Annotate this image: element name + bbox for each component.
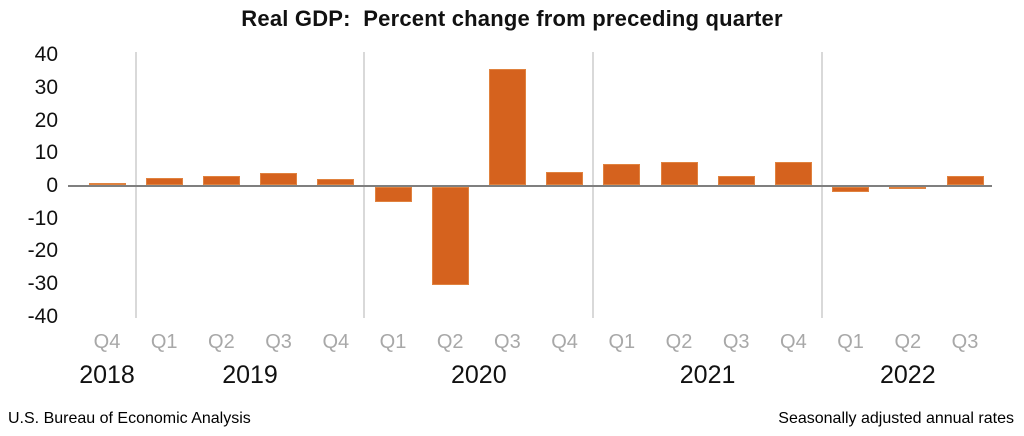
chart-title: Real GDP: Percent change from preceding … (241, 6, 783, 31)
bar-Q4-value-7 (774, 162, 812, 185)
quarter-label-Q4: Q4 (93, 331, 121, 353)
y-tick-label--30: -30 (27, 272, 58, 296)
quarter-label-Q1: Q1 (150, 331, 178, 353)
bar-Q2-value-2.7 (202, 176, 240, 185)
quarter-label-Q2: Q2 (436, 331, 464, 353)
year-label-2020: 2020 (450, 361, 507, 389)
quarter-label-Q1: Q1 (379, 331, 407, 353)
quarter-label-Q1: Q1 (608, 331, 636, 353)
year-label-2021: 2021 (679, 361, 736, 389)
quarter-label-Q4: Q4 (322, 331, 350, 353)
quarter-label-Q2: Q2 (208, 331, 235, 353)
y-tick-label--20: -20 (27, 239, 58, 263)
quarter-label-Q3: Q3 (722, 331, 750, 353)
y-tick-label-20: 20 (34, 108, 58, 132)
quarter-label-Q4: Q4 (551, 331, 578, 353)
bar-Q2-value--0.6 (889, 187, 927, 189)
zero-axis-line (68, 185, 992, 187)
bar-Q3-value-2.7 (717, 176, 755, 185)
y-tick-label--40: -40 (27, 304, 58, 328)
quarter-label-Q3: Q3 (265, 331, 292, 353)
bar-Q1-value--1.6 (832, 187, 870, 193)
bar-Q1-value--4.6 (374, 187, 412, 203)
bar-Q1-value-2.2 (145, 177, 183, 185)
y-tick-label-30: 30 (34, 75, 58, 99)
bar-Q3-value-2.6 (946, 176, 984, 185)
bar-Q4-value-3.9 (546, 172, 584, 185)
quarter-label-Q1: Q1 (837, 331, 864, 353)
y-tick-label--10: -10 (27, 206, 58, 230)
bar-Q2-value-7 (660, 162, 698, 185)
bar-Q4-value-1.8 (317, 179, 355, 185)
adjustment-note: Seasonally adjusted annual rates (778, 410, 1014, 427)
quarter-label-Q4: Q4 (780, 331, 807, 353)
year-label-2019: 2019 (222, 361, 278, 389)
quarter-label-Q2: Q2 (665, 331, 693, 353)
y-tick-label-10: 10 (34, 141, 58, 165)
y-tick-label-40: 40 (34, 43, 58, 67)
bar-Q2-value--29.9 (431, 187, 469, 285)
bar-Q4-value-0.7 (88, 182, 126, 185)
source-attribution: U.S. Bureau of Economic Analysis (8, 410, 251, 427)
year-label-2018: 2018 (79, 361, 135, 389)
bar-Q3-value-3.6 (260, 173, 298, 185)
quarter-label-Q3: Q3 (494, 331, 521, 353)
bar-Q1-value-6.3 (603, 164, 641, 185)
bar-Q3-value-35.3 (488, 69, 526, 185)
y-tick-label-0: 0 (46, 174, 58, 197)
quarter-label-Q2: Q2 (894, 331, 922, 353)
quarter-label-Q3: Q3 (951, 331, 979, 353)
year-label-2022: 2022 (879, 361, 936, 389)
